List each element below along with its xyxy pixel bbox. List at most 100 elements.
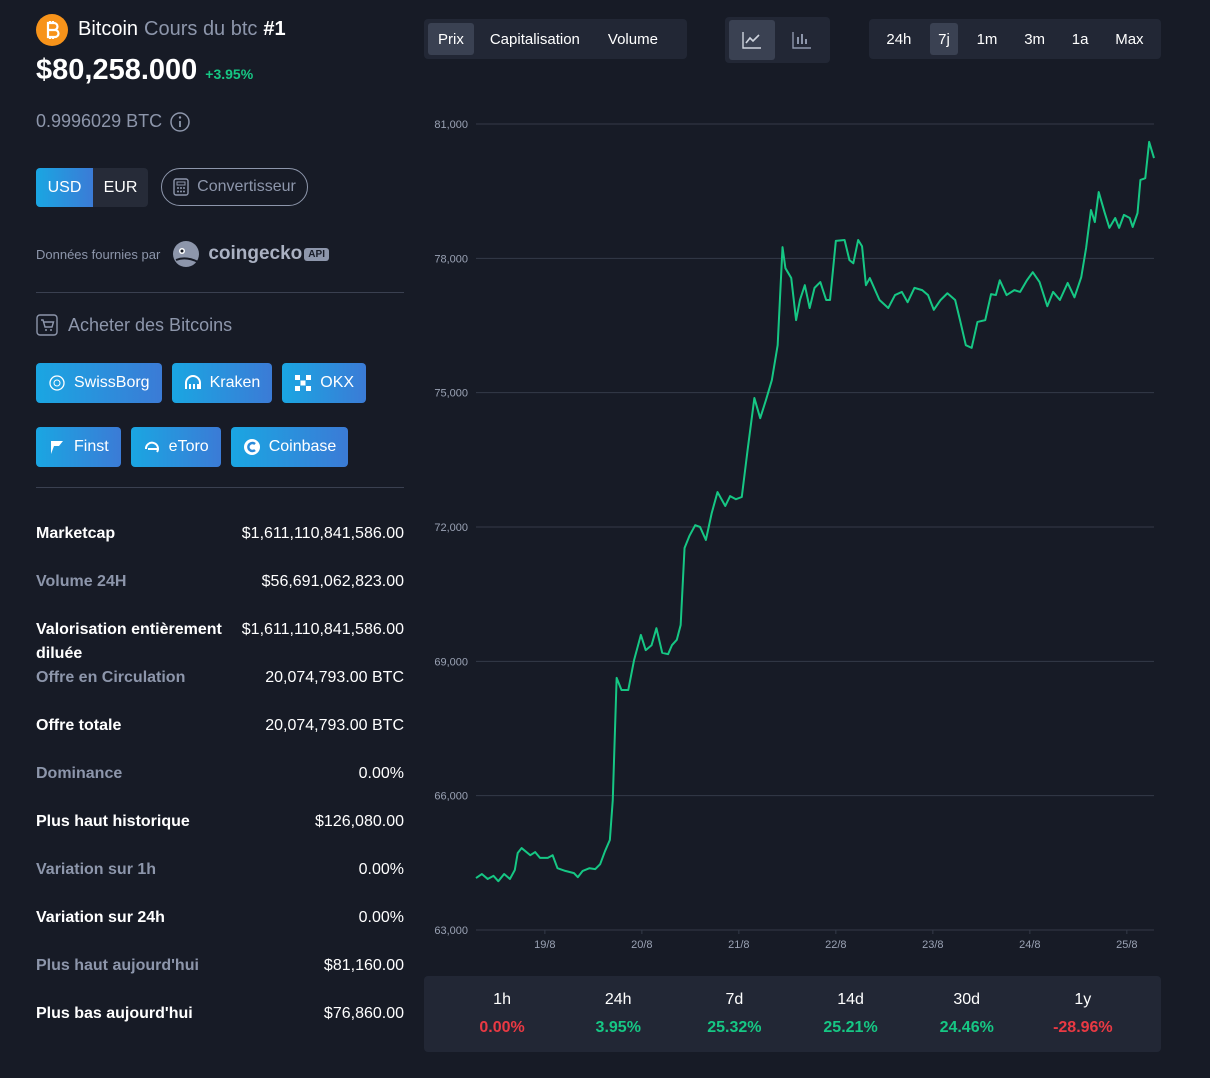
btc-row: 0.9996029 BTC [36,111,190,132]
y-tick-label: 66,000 [434,791,468,803]
provider-label: Données fournies par [36,246,161,262]
stat-row: Offre en Circulation 20,074,793.00 BTC [36,666,404,714]
stat-value: $81,160.00 [323,957,404,974]
line-chart-button[interactable] [729,20,775,60]
calculator-icon [173,178,189,196]
candle-icon [792,32,811,49]
provider-brand: coingecko [208,243,303,264]
stats-table: Marketcap $1,611,110,841,586.00 Volume 24H… [36,522,404,1050]
performance-cell: 24h 3.95% [568,991,668,1037]
performance-value: 25.21% [823,1019,878,1036]
price: $80,258.000 [36,54,198,86]
exchange-icon [184,375,201,389]
stat-label: Offre totale [36,717,122,734]
converter-button[interactable]: Convertisseur [161,168,308,206]
exchange-icon [243,439,260,455]
range-tab[interactable]: 1a [1071,30,1089,48]
chart-style-tabs [725,17,830,63]
stat-value: $56,691,062,823.00 [261,573,404,590]
performance-cell: 1y -28.96% [1033,991,1133,1037]
exchange-button[interactable]: eToro [130,427,221,467]
x-tick-label: 25/8 [1116,939,1137,951]
range-tab[interactable]: 24h [886,30,912,48]
stat-label: Dominance [36,765,123,782]
stat-row: Valorisation entièrement diluée $1,611,11… [36,618,404,666]
exchange-button[interactable]: SwissBorg [36,363,162,403]
exchange-button[interactable]: Kraken [171,363,273,403]
stat-value: 20,074,793.00 BTC [265,669,404,686]
metric-tab[interactable]: Prix [428,23,474,55]
stat-label: Variation sur 24h [36,909,165,926]
x-tick-label: 23/8 [922,939,943,951]
range-tabs: 24h 7j 1m 3m 1a Max [869,19,1161,59]
divider [36,292,404,293]
exchange-icon [51,441,63,454]
performance-period: 1h [493,991,511,1008]
y-tick-label: 78,000 [434,253,468,265]
stat-label: Marketcap [36,525,116,542]
buy-title-row: Acheter des Bitcoins [36,314,232,336]
exchange-button[interactable]: Finst [36,427,121,467]
currency-eur[interactable]: EUR [93,168,148,207]
stat-value: $126,080.00 [315,813,404,830]
exchange-button[interactable]: Coinbase [230,427,349,467]
stat-value: 0.00% [358,909,404,926]
candle-chart-button[interactable] [779,20,825,60]
exchange-name: SwissBorg [74,374,150,391]
stat-value: $1,611,110,841,586.00 [241,525,404,542]
stat-row: Volume 24H $56,691,062,823.00 [36,570,404,618]
stat-row: Variation sur 1h 0.00% [36,858,404,906]
x-tick-label: 22/8 [825,939,846,951]
coingecko-logo [173,241,200,267]
provider: Données fournies par coingecko API [36,240,329,268]
exchange-icon [295,375,312,391]
buy-title: Acheter des Bitcoins [68,314,233,335]
stat-label: Plus bas aujourd'hui [36,1005,193,1022]
metric-tabs: Prix Capitalisation Volume [424,19,687,59]
exchange-icon [144,441,159,453]
exchange-name: OKX [320,374,355,391]
coin-subtitle: Cours du btc [144,18,258,40]
performance-period: 7d [725,991,744,1008]
stat-row: Plus bas aujourd'hui $76,860.00 [36,1002,404,1050]
x-tick-label: 20/8 [631,939,652,951]
cart-icon [36,314,58,336]
line-icon [742,32,761,49]
stat-value: $1,611,110,841,586.00 [241,621,404,638]
price-chart: 63,000 66,000 69,000 72,000 75,000 78,000 81,0… [434,119,1155,951]
price-change: +3.95% [205,66,254,82]
stat-label: Plus haut historique [36,813,190,830]
bitcoin-icon [36,14,68,46]
range-tab[interactable]: 7j [930,23,958,55]
metric-tab[interactable]: Capitalisation [489,30,580,48]
stat-label: Plus haut aujourd'hui [36,957,199,974]
stat-label: Variation sur 1h [36,861,157,878]
exchange-button[interactable]: OKX [282,363,367,403]
range-tab[interactable]: Max [1115,30,1144,48]
btc-price: 0.9996029 BTC [36,111,163,131]
performance-cell: 14d 25.21% [801,991,901,1037]
range-tab[interactable]: 3m [1024,30,1046,48]
metric-tab[interactable]: Volume [607,30,658,48]
stat-value: 20,074,793.00 BTC [265,717,404,734]
y-tick-label: 81,000 [434,119,468,131]
exchange-name: Finst [74,438,109,455]
performance-period: 14d [837,991,864,1008]
divider [36,487,404,488]
y-tick-label: 75,000 [434,388,468,400]
exchange-list: SwissBorg Kraken OKX Finst eToro Coinbase [36,363,386,467]
performance-cell: 1h 0.00% [452,991,552,1037]
converter-label: Convertisseur [197,178,296,195]
x-tick-label: 24/8 [1019,939,1040,951]
price-line [475,140,1155,883]
price-row: $80,258.000 +3.95% [36,54,253,87]
stat-label: Volume 24H [36,573,127,590]
info-icon[interactable] [170,111,190,132]
currency-usd[interactable]: USD [36,168,93,207]
performance-value: 25.32% [707,1019,762,1036]
range-tab[interactable]: 1m [976,30,998,48]
coin-rank: #1 [263,18,286,40]
stat-row: Plus haut aujourd'hui $81,160.00 [36,954,404,1002]
